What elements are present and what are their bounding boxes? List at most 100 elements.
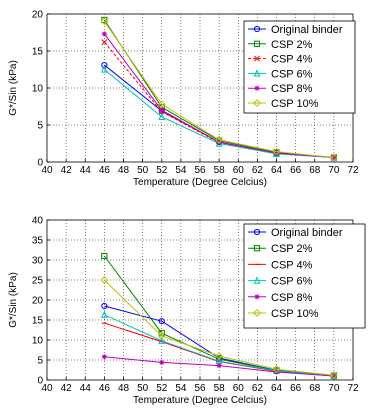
data-point <box>157 100 166 109</box>
x-tick-label: 54 <box>175 383 187 394</box>
x-tick-label: 56 <box>194 165 206 176</box>
x-tick-label: 56 <box>194 383 206 394</box>
legend-swatch-marker <box>253 40 261 47</box>
data-point <box>100 17 109 26</box>
data-point <box>158 112 166 120</box>
legend-label: CSP 2% <box>271 243 313 255</box>
data-point <box>101 252 108 260</box>
y-tick-label: 5 <box>37 121 43 132</box>
data-point <box>100 65 108 73</box>
data-point <box>216 139 222 145</box>
x-tick-label: 60 <box>233 165 245 176</box>
y-axis-label: G*/Sin (kPa) <box>8 60 19 116</box>
legend-label: CSP 2% <box>271 39 313 51</box>
data-point <box>158 336 166 344</box>
y-tick-label: 20 <box>32 10 44 21</box>
legend-label: CSP 4% <box>271 54 313 66</box>
x-tick-label: 54 <box>175 165 187 176</box>
y-tick-label: 5 <box>37 356 43 367</box>
data-point <box>272 147 281 156</box>
y-tick-label: 0 <box>37 158 43 169</box>
x-tick-label: 72 <box>347 383 359 394</box>
data-point <box>158 318 165 325</box>
x-tick-label: 70 <box>328 165 340 176</box>
y-axis-label: G*/Sin (kPa) <box>8 272 19 328</box>
data-point <box>101 302 108 310</box>
y-tick-label: 15 <box>32 316 44 327</box>
legend-swatch-marker <box>253 309 261 317</box>
x-tick-label: 42 <box>61 383 73 394</box>
y-tick-label: 40 <box>32 216 44 227</box>
legend-swatch-marker <box>253 276 261 284</box>
data-point <box>101 16 108 24</box>
data-point <box>100 276 109 284</box>
legend-swatch-marker <box>254 294 260 300</box>
data-point <box>215 135 224 144</box>
y-tick-label: 15 <box>32 47 44 58</box>
y-tick-label: 10 <box>32 84 44 95</box>
data-point <box>216 363 222 369</box>
x-tick-label: 46 <box>99 165 111 176</box>
legend: Original binder CSP 2% CSP 4% CSP 6% CSP 8% C… <box>243 20 356 114</box>
x-tick-label: 64 <box>271 165 283 176</box>
x-axis-label: Temperature (Degree Celcius) <box>133 177 267 188</box>
x-tick-label: 68 <box>309 383 321 394</box>
x-tick-label: 52 <box>156 383 168 394</box>
legend-label: CSP 8% <box>271 83 313 95</box>
data-point <box>159 107 165 113</box>
data-point <box>157 332 166 340</box>
legend: Original binder CSP 2% CSP 4% CSP 6% CSP 8% C… <box>243 223 366 329</box>
x-tick-label: 58 <box>214 165 226 176</box>
x-tick-label: 48 <box>118 383 130 394</box>
data-point <box>101 31 107 37</box>
x-tick-label: 44 <box>80 383 92 394</box>
legend-swatch-marker <box>254 85 260 91</box>
series-line <box>104 314 334 377</box>
chart-top: 40 42 44 46 48 50 52 54 56 58 60 62 64 66 68 70 72 0 5 10 15… <box>8 10 359 189</box>
x-tick-label: 40 <box>41 383 53 394</box>
legend-label: CSP 10% <box>271 98 319 110</box>
x-tick-label: 44 <box>80 165 92 176</box>
data-point <box>329 153 338 162</box>
y-tick-label: 35 <box>32 236 44 247</box>
x-tick-label: 66 <box>290 383 302 394</box>
legend-swatch-marker <box>253 69 261 77</box>
data-point <box>101 39 108 46</box>
legend-label: CSP 8% <box>271 292 313 304</box>
legend-label: CSP 4% <box>271 259 313 271</box>
legend-label: Original binder <box>271 227 343 239</box>
x-tick-label: 42 <box>61 165 73 176</box>
y-tick-label: 25 <box>32 276 44 287</box>
legend-box <box>243 223 366 329</box>
data-point <box>100 310 108 318</box>
data-point <box>215 352 224 360</box>
y-tick-label: 30 <box>32 256 44 267</box>
x-tick-label: 62 <box>252 383 264 394</box>
legend-swatch-marker <box>253 245 261 252</box>
legend-swatch-marker <box>254 55 260 62</box>
data-point <box>159 359 165 365</box>
data-point <box>331 373 337 379</box>
x-tick-label: 46 <box>99 383 111 394</box>
legend-box <box>243 20 356 114</box>
x-tick-label: 60 <box>233 383 245 394</box>
x-tick-label: 40 <box>41 165 53 176</box>
legend-label: CSP 6% <box>271 68 313 80</box>
chart-bottom: 40 42 44 46 48 50 52 54 56 58 60 62 64 66 68 70 72 0 5 10 15… <box>8 216 366 406</box>
x-tick-label: 70 <box>328 383 340 394</box>
x-tick-label: 52 <box>156 165 168 176</box>
legend-label: CSP 6% <box>271 276 313 288</box>
legend-label: Original binder <box>271 24 343 36</box>
x-tick-label: 62 <box>252 165 264 176</box>
series-line <box>104 279 334 376</box>
data-point <box>101 354 107 360</box>
legend-swatch-marker <box>253 228 261 236</box>
y-tick-label: 10 <box>32 336 44 347</box>
x-tick-label: 68 <box>309 165 321 176</box>
x-tick-label: 72 <box>347 165 359 176</box>
y-tick-label: 0 <box>37 376 43 387</box>
data-point <box>273 150 280 156</box>
x-tick-label: 50 <box>137 165 149 176</box>
x-axis-label: Temperature (Degree Celcius) <box>133 395 267 406</box>
